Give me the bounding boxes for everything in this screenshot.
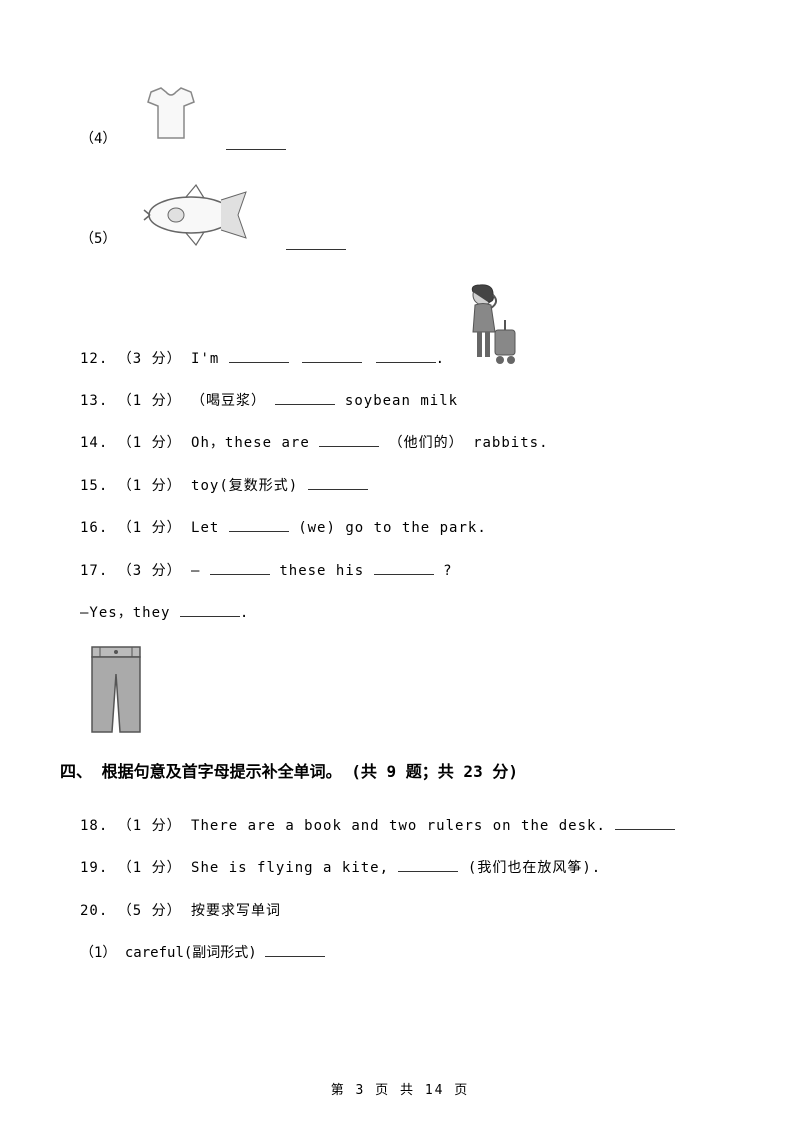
q12-blank3[interactable] [376, 349, 436, 363]
q16-pre: Let [191, 520, 229, 536]
q15-num: 15. [80, 478, 108, 494]
q17-end: ? [443, 563, 452, 579]
pants-image [80, 644, 740, 739]
question-17: 17. （3 分） — these his ? [80, 560, 740, 582]
q20-sub1-label: （1） [80, 945, 116, 961]
question-17-answer: —Yes，they . [80, 602, 740, 624]
q5-label: （5） [80, 228, 116, 250]
q17-num: 17. [80, 563, 108, 579]
q14-pre: Oh，these are [191, 435, 319, 451]
q15-pre: toy(复数形式) [191, 478, 308, 494]
q19-hint: (我们也在放风筝). [468, 860, 601, 876]
q15-blank[interactable] [308, 476, 368, 490]
q16-num: 16. [80, 520, 108, 536]
q18-points: （1 分） [118, 818, 182, 834]
q13-after: soybean milk [345, 393, 458, 409]
q16-hint: (we) go to the park. [298, 520, 487, 536]
q4-label: （4） [80, 128, 116, 150]
rocket-icon [136, 180, 266, 250]
question-13: 13. （1 分） （喝豆浆） soybean milk [80, 390, 740, 412]
question-18: 18. （1 分） There are a book and two ruler… [80, 815, 740, 837]
question-20: 20. （5 分） 按要求写单词 [80, 900, 740, 922]
rocket-image [136, 180, 266, 250]
question-15: 15. （1 分） toy(复数形式) [80, 475, 740, 497]
q20-num: 20. [80, 903, 108, 919]
question-16: 16. （1 分） Let (we) go to the park. [80, 517, 740, 539]
question-4-row: （4） [60, 80, 740, 150]
q12-num: 12. [80, 351, 108, 367]
q17-pre: — [191, 563, 200, 579]
q20-sub1-text: careful(副词形式) [125, 945, 265, 961]
pants-icon [80, 644, 155, 739]
tshirt-icon [136, 80, 206, 150]
q18-text: There are a book and two rulers on the d… [191, 818, 615, 834]
q15-points: （1 分） [118, 478, 182, 494]
q19-pre: She is flying a kite, [191, 860, 398, 876]
q13-blank[interactable] [275, 391, 335, 405]
q17-points: （3 分） [118, 563, 182, 579]
q13-hint: （喝豆浆） [191, 393, 266, 409]
q14-hint: （他们的） [389, 435, 464, 451]
q17-blank3[interactable] [180, 603, 240, 617]
section-4-header: 四、 根据句意及首字母提示补全单词。 (共 9 题；共 23 分) [60, 759, 740, 785]
q13-points: （1 分） [118, 393, 182, 409]
question-5-row: （5） [60, 180, 740, 250]
q12-blank1[interactable] [229, 349, 289, 363]
q17-mid: these his [279, 563, 373, 579]
q18-num: 18. [80, 818, 108, 834]
q12-blank2[interactable] [302, 349, 362, 363]
question-12: 12. （3 分） I'm . [80, 280, 740, 370]
page-footer: 第 3 页 共 14 页 [331, 1081, 470, 1102]
q18-blank[interactable] [615, 816, 675, 830]
woman-icon [455, 280, 525, 370]
question-20-sub1: （1） careful(副词形式) [80, 942, 740, 964]
q5-blank[interactable] [286, 236, 346, 250]
q12-text: I'm [191, 351, 219, 367]
q17-blank2[interactable] [374, 561, 434, 575]
question-14: 14. （1 分） Oh，these are （他们的） rabbits. [80, 432, 740, 454]
tshirt-image [136, 80, 206, 150]
woman-image [455, 280, 525, 370]
q16-points: （1 分） [118, 520, 182, 536]
q19-blank[interactable] [398, 858, 458, 872]
q20-points: （5 分） [118, 903, 182, 919]
q14-points: （1 分） [118, 435, 182, 451]
q16-blank[interactable] [229, 518, 289, 532]
q14-num: 14. [80, 435, 108, 451]
q19-num: 19. [80, 860, 108, 876]
q19-points: （1 分） [118, 860, 182, 876]
q20-text: 按要求写单词 [191, 903, 281, 919]
q4-blank[interactable] [226, 136, 286, 150]
q12-points: （3 分） [118, 351, 182, 367]
q20-sub1-blank[interactable] [265, 943, 325, 957]
question-19: 19. （1 分） She is flying a kite, (我们也在放风筝… [80, 857, 740, 879]
q17-blank1[interactable] [210, 561, 270, 575]
q14-after: rabbits. [473, 435, 548, 451]
q13-num: 13. [80, 393, 108, 409]
q17-answer-pre: —Yes，they [80, 605, 170, 621]
q14-blank[interactable] [319, 433, 379, 447]
